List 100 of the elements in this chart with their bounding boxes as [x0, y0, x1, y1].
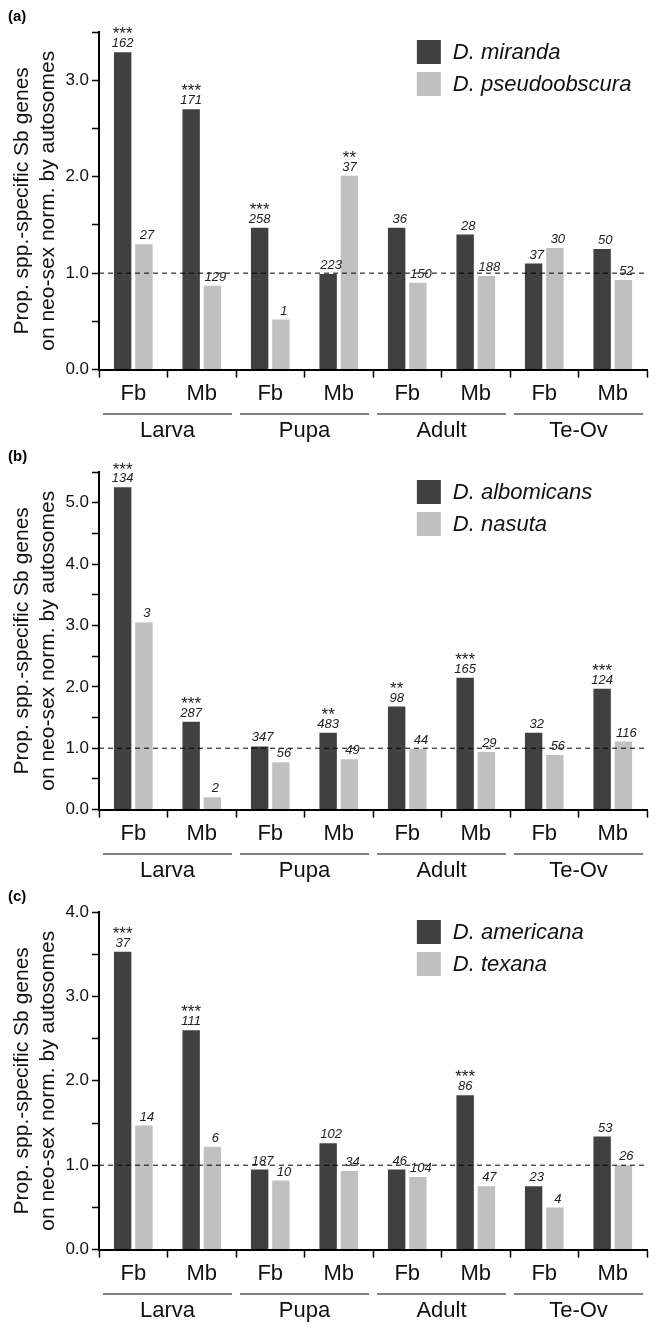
bar: [387, 1169, 406, 1250]
bar: [272, 762, 290, 810]
y-tick-label: 5.0: [65, 492, 90, 512]
bar: [614, 1165, 633, 1250]
legend-label: D. pseudoobscura: [452, 71, 632, 97]
x-tick-label: Mb: [323, 819, 355, 845]
annotation: 44: [413, 731, 429, 747]
bar: [182, 1030, 200, 1250]
bar: [272, 319, 290, 370]
annotation: 2: [210, 780, 220, 796]
x-tick-label: Mb: [460, 819, 492, 845]
bar: [113, 52, 132, 370]
chart-title: (a): [8, 7, 27, 25]
annotation: 56: [550, 738, 566, 754]
bar: [546, 1207, 564, 1250]
text: Pupa: [278, 1297, 331, 1323]
bar: [113, 951, 132, 1250]
x-tick-label: Fb: [120, 379, 147, 405]
annotation: 37: [115, 934, 131, 950]
bar: [250, 746, 269, 810]
bar: [135, 244, 153, 370]
bar: [477, 1186, 496, 1250]
bar: [546, 754, 564, 810]
annotation: 56: [276, 745, 292, 761]
bar: [456, 234, 474, 370]
annotation: 30: [550, 231, 566, 247]
bar: [614, 741, 633, 810]
annotation: 23: [528, 1169, 545, 1185]
bar: [203, 1146, 222, 1250]
annotation: 1: [280, 302, 288, 318]
annotation: 37: [342, 158, 358, 174]
x-tick-label: Mb: [597, 819, 629, 845]
text: Pupa: [278, 417, 331, 443]
bar: [546, 248, 564, 370]
text: Te-Ov: [549, 857, 608, 883]
annotation: 10: [276, 1163, 292, 1179]
annotation: 483: [317, 715, 340, 731]
bar: [387, 706, 406, 810]
bar: [593, 688, 611, 810]
annotation: 53: [597, 1119, 614, 1135]
annotation: 36: [392, 210, 408, 226]
annotation: 26: [618, 1148, 635, 1164]
annotation: 124: [591, 671, 613, 687]
bar: [340, 175, 359, 370]
chart-title: (c): [8, 887, 27, 905]
y-axis-title: Prop. spp.-specific Sb genes on neo-sex norm. by autosomes: [9, 490, 58, 791]
annotation: 116: [616, 724, 638, 740]
y-tick-label: 0.0: [65, 359, 90, 379]
x-tick-label: Fb: [257, 819, 284, 845]
y-tick-label: 1.0: [65, 737, 90, 757]
annotation: 98: [389, 689, 405, 705]
x-tick-label: Mb: [597, 379, 629, 405]
bar: [250, 227, 269, 370]
annotation: 46: [392, 1152, 408, 1168]
x-tick-label: Fb: [531, 819, 558, 845]
x-tick-label: Fb: [394, 819, 421, 845]
x-tick-label: Fb: [531, 1259, 558, 1285]
y-tick-label: 1.0: [65, 262, 90, 282]
annotation: 171: [180, 92, 203, 108]
bar: [456, 1095, 474, 1250]
bar: [272, 1180, 290, 1250]
text: Adult: [416, 1297, 467, 1323]
text: Adult: [416, 857, 467, 883]
y-tick-label: 2.0: [65, 166, 90, 186]
bar: [593, 249, 611, 370]
bar: [250, 1169, 269, 1250]
bar: [135, 622, 153, 810]
bar: [477, 276, 496, 370]
x-tick-label: Mb: [460, 1259, 492, 1285]
x-tick-label: Fb: [257, 379, 284, 405]
annotation: 258: [247, 210, 272, 226]
bar: [614, 279, 633, 370]
annotation: 4: [554, 1190, 562, 1206]
bar: [182, 721, 200, 810]
bar: [524, 732, 543, 810]
bar: [409, 748, 427, 810]
y-tick-label: 0.0: [65, 799, 90, 819]
annotation: 50: [597, 232, 614, 248]
y-tick-label: 3.0: [65, 986, 90, 1006]
x-tick-label: Mb: [186, 1259, 218, 1285]
x-tick-label: Mb: [186, 819, 218, 845]
bar: [340, 1171, 359, 1250]
x-tick-label: Fb: [120, 819, 147, 845]
y-tick-label: 0.0: [65, 1239, 90, 1259]
bar: [477, 751, 496, 810]
annotation: 287: [179, 704, 203, 720]
x-tick-label: Fb: [120, 1259, 147, 1285]
annotation: 129: [204, 268, 227, 284]
bar: [524, 263, 543, 370]
bar: [409, 1177, 427, 1250]
x-tick-label: Mb: [323, 1259, 355, 1285]
x-tick-label: Mb: [597, 1259, 629, 1285]
annotation: 165: [454, 660, 477, 676]
annotation: 47: [482, 1169, 498, 1185]
bar: [456, 677, 474, 810]
y-tick-label: 3.0: [65, 69, 90, 89]
annotation: 187: [251, 1152, 275, 1168]
annotation: 86: [457, 1078, 474, 1094]
x-tick-label: Fb: [531, 379, 558, 405]
y-axis-title: Prop. spp.-specific Sb genes on neo-sex norm. by autosomes: [9, 50, 58, 351]
